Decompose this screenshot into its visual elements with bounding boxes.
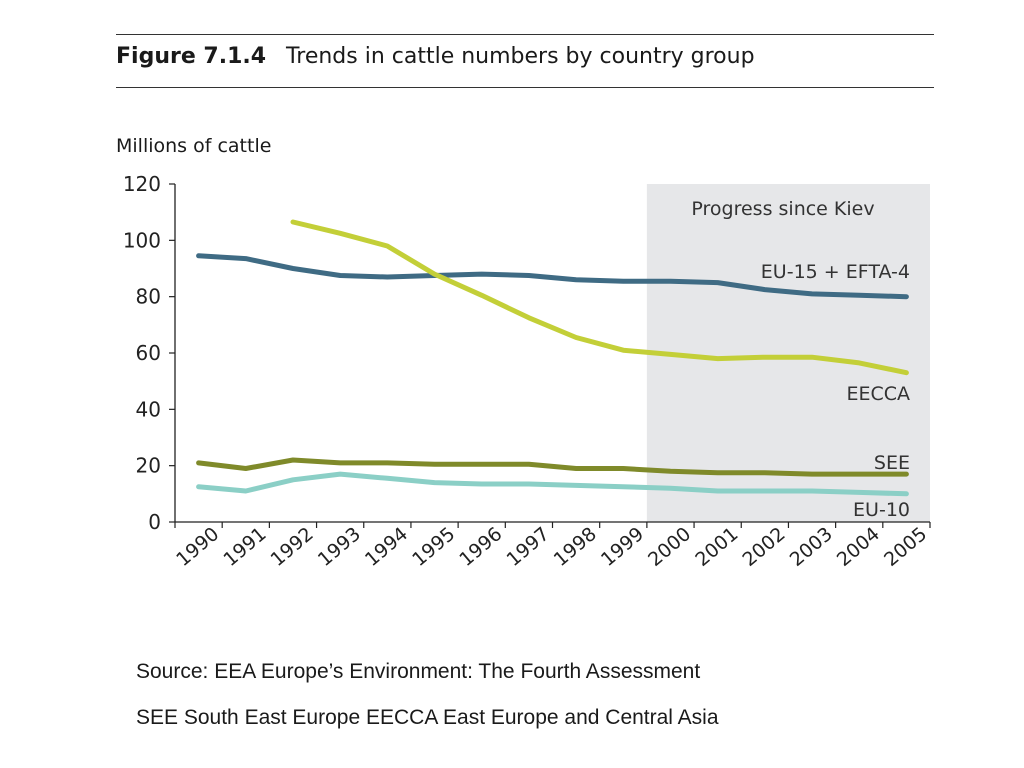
x-tick-label: 1991	[219, 523, 270, 571]
y-tick-label: 40	[136, 397, 161, 421]
y-tick-label: 60	[136, 341, 161, 365]
series-label-eu-10: EU-10	[853, 499, 910, 521]
y-axis-unit-label: Millions of cattle	[116, 135, 272, 157]
source-note: Source: EEA Europe’s Environment: The Fo…	[136, 660, 701, 683]
x-tick-label: 1997	[503, 523, 554, 571]
x-tick-label: 2004	[833, 523, 884, 571]
highlight-period-label: Progress since Kiev	[691, 198, 874, 220]
y-tick-label: 0	[148, 510, 161, 534]
y-tick-label: 100	[123, 228, 161, 252]
cattle-line-chart: Progress since Kiev020406080100120199019…	[123, 172, 931, 571]
figure-number: Figure 7.1.4	[116, 44, 267, 69]
x-tick-label: 1994	[361, 523, 412, 571]
series-label-eecca: EECCA	[846, 383, 910, 405]
x-tick-label: 1990	[172, 523, 223, 571]
y-tick-label: 80	[136, 285, 161, 309]
y-tick-label: 20	[136, 454, 161, 478]
x-tick-label: 2002	[738, 523, 789, 571]
x-tick-label: 2003	[786, 523, 837, 571]
series-label-see: SEE	[874, 452, 910, 474]
series-label-eu-15-efta-4: EU-15 + EFTA-4	[761, 261, 910, 283]
series-line-eecca	[290, 219, 909, 376]
highlight-period-band	[646, 184, 930, 522]
title-top-rule	[116, 34, 934, 35]
x-tick-label: 2005	[880, 523, 931, 571]
x-tick-label: 1995	[408, 523, 459, 571]
abbreviation-note: SEE South East Europe EECCA East Europe …	[136, 706, 719, 729]
x-tick-label: 2001	[691, 523, 742, 571]
series-line-eu-15-efta-4	[196, 253, 909, 300]
x-tick-label: 1992	[267, 523, 318, 571]
y-tick-label: 120	[123, 172, 161, 196]
x-tick-label: 1998	[550, 523, 601, 571]
x-tick-label: 1993	[314, 523, 365, 571]
x-tick-label: 1996	[455, 523, 506, 571]
series-line-eu-10	[196, 471, 909, 497]
series-line-see	[196, 457, 909, 477]
x-tick-label: 1999	[597, 523, 648, 571]
figure-caption: Trends in cattle numbers by country grou…	[286, 44, 755, 69]
figure-title: Figure 7.1.4 Trends in cattle numbers by …	[116, 44, 755, 69]
x-tick-label: 2000	[644, 523, 695, 571]
title-bottom-rule	[116, 87, 934, 88]
